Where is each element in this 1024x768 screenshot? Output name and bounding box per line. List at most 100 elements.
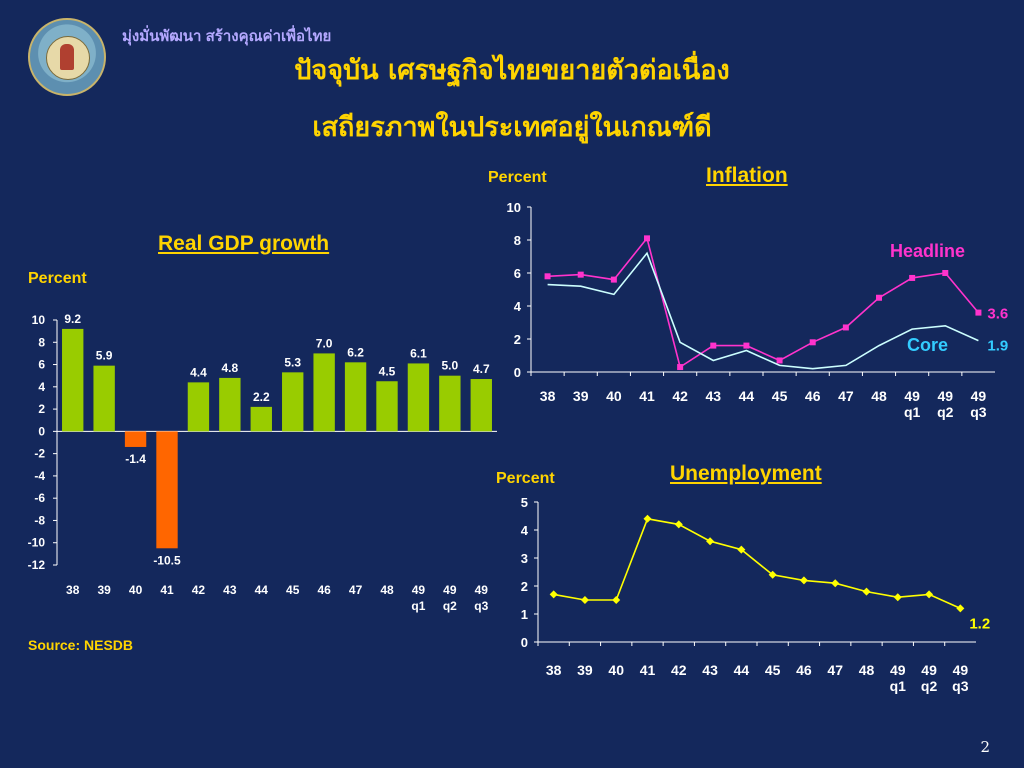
inflation-series-line	[547, 236, 980, 369]
inflation-x-tick-label: 44	[739, 388, 755, 404]
inflation-x-tick-label: 40	[606, 388, 622, 404]
gdp-y-unit: Percent	[28, 270, 87, 287]
unemployment-chart-title: Unemployment	[670, 462, 822, 485]
unemployment-point	[799, 576, 808, 585]
seal-figure	[60, 44, 74, 70]
inflation-y-tick-label: 2	[514, 332, 521, 347]
gdp-bar	[313, 353, 335, 432]
inflation-y-tick-label: 0	[514, 365, 521, 380]
gdp-y-tick-label: 4	[38, 380, 45, 394]
inflation-series-name: Core	[907, 335, 948, 355]
unemployment-point	[674, 520, 683, 529]
unemployment-y-tick-label: 2	[521, 579, 528, 594]
gdp-value-label: 6.1	[410, 346, 427, 360]
gdp-x-tick-label: 48	[380, 583, 394, 597]
unemployment-point	[643, 514, 652, 523]
unemployment-x-tick-label: 48	[859, 662, 875, 678]
inflation-point	[876, 294, 882, 301]
inflation-y-tick-label: 4	[514, 299, 522, 314]
gdp-value-label: 5.0	[442, 359, 459, 373]
inflation-x-tick-label: 46	[805, 388, 821, 404]
gdp-y-tick-label: -2	[34, 447, 45, 461]
inflation-x-tick-label: 39	[573, 388, 589, 404]
gdp-x-tick-label: 44	[255, 583, 269, 597]
gdp-chart-title: Real GDP growth	[158, 232, 330, 255]
gdp-bar	[93, 365, 115, 432]
unemployment-y-tick-label: 5	[521, 495, 528, 510]
gdp-value-label: 7.0	[316, 336, 333, 350]
gdp-bar	[124, 431, 147, 447]
unemployment-point	[768, 570, 777, 579]
inflation-point	[842, 324, 849, 331]
slide-title-line-1: ปัจจุบัน เศรษฐกิจไทยขยายตัวต่อเนื่อง	[294, 55, 730, 86]
inflation-point	[644, 235, 650, 242]
unemployment-point	[580, 596, 589, 604]
inflation-point	[677, 364, 684, 371]
gdp-value-label: -10.5	[153, 553, 181, 567]
unemployment-point	[549, 590, 558, 599]
slide-title-line-2: เสถียรภาพในประเทศอยู่ในเกณฑ์ดี	[312, 112, 712, 143]
inflation-point	[942, 270, 949, 276]
unemployment-point	[956, 604, 965, 613]
gdp-bar	[187, 382, 210, 432]
gdp-bar	[156, 431, 178, 549]
unemployment-y-tick-label: 1	[521, 607, 528, 622]
inflation-point	[975, 309, 982, 316]
inflation-end-label: 1.9	[987, 338, 1008, 355]
unemployment-end-label: 1.2	[969, 615, 990, 632]
gdp-value-label: 5.3	[284, 355, 301, 369]
inflation-series-name: Headline	[890, 241, 965, 261]
unemployment-point	[831, 579, 840, 588]
gdp-x-tick-label: 49 q2	[443, 583, 457, 613]
gdp-value-label: 6.2	[347, 345, 364, 359]
gdp-bar	[470, 379, 492, 432]
gdp-value-label: 4.8	[222, 361, 239, 375]
unemployment-x-tick-label: 49 q2	[921, 662, 938, 694]
gdp-x-tick-label: 38	[66, 583, 80, 597]
inflation-y-unit: Percent	[488, 169, 547, 186]
gdp-bar	[376, 381, 398, 432]
inflation-point	[577, 271, 584, 278]
gdp-y-tick-label: -10	[28, 536, 46, 550]
gdp-y-tick-label: 2	[38, 402, 45, 416]
gdp-x-tick-label: 42	[192, 583, 206, 597]
gdp-value-label: 5.9	[96, 349, 113, 363]
gdp-value-label: 4.5	[379, 364, 396, 378]
unemployment-x-tick-label: 49 q3	[952, 662, 969, 694]
unemployment-y-unit: Percent	[496, 470, 555, 487]
gdp-value-label: 9.2	[64, 312, 81, 326]
unemployment-point	[612, 596, 621, 604]
gdp-x-tick-label: 40	[129, 583, 143, 597]
slogan: มุ่งมั่นพัฒนา สร้างคุณค่าเพื่อไทย	[122, 28, 332, 45]
unemployment-point	[925, 590, 934, 599]
unemployment-y-tick-label: 4	[521, 523, 529, 538]
inflation-point	[610, 276, 617, 283]
gdp-y-tick-label: 8	[38, 335, 45, 349]
gdp-y-tick-label: -12	[28, 558, 46, 572]
unemployment-x-tick-label: 38	[546, 662, 562, 678]
inflation-y-tick-label: 6	[514, 266, 521, 281]
gdp-x-tick-label: 46	[317, 583, 331, 597]
inflation-x-tick-label: 48	[871, 388, 887, 404]
bank-seal-logo	[28, 18, 106, 96]
inflation-x-tick-label: 38	[540, 388, 556, 404]
inflation-chart-title: Inflation	[706, 164, 788, 187]
gdp-x-tick-label: 39	[97, 583, 111, 597]
inflation-x-tick-label: 47	[838, 388, 854, 404]
gdp-y-tick-label: 0	[38, 424, 45, 438]
inflation-point	[776, 357, 783, 364]
unemployment-point	[706, 537, 715, 546]
gdp-bar	[344, 362, 367, 432]
gdp-y-tick-label: -4	[34, 469, 45, 483]
gdp-value-label: 2.2	[253, 390, 270, 404]
unemployment-y-tick-label: 0	[521, 635, 528, 650]
gdp-x-tick-label: 47	[349, 583, 363, 597]
gdp-bar	[407, 363, 430, 432]
inflation-point	[809, 339, 816, 346]
unemployment-x-tick-label: 45	[765, 662, 781, 678]
page-number: 2	[980, 738, 990, 756]
gdp-x-tick-label: 43	[223, 583, 237, 597]
gdp-x-tick-label: 49 q1	[411, 583, 425, 613]
unemployment-x-tick-label: 46	[796, 662, 812, 678]
unemployment-x-tick-label: 47	[827, 662, 843, 678]
